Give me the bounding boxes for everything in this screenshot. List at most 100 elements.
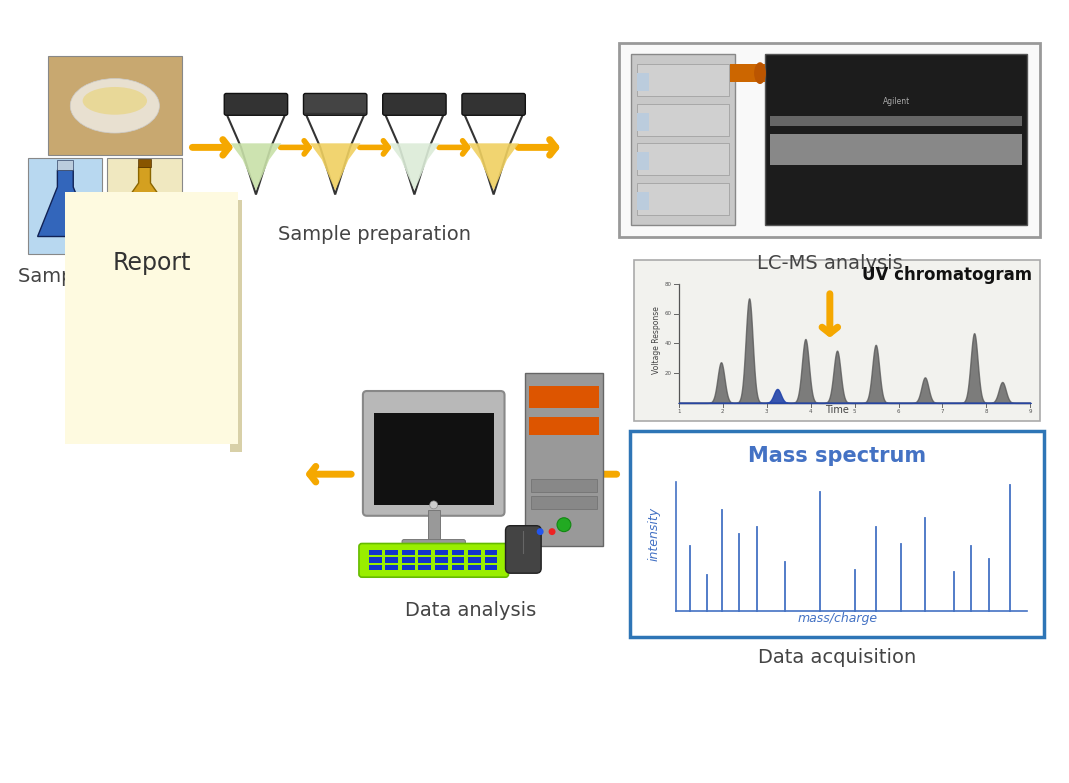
Polygon shape xyxy=(468,143,518,190)
Bar xyxy=(386,565,399,570)
Bar xyxy=(529,417,599,435)
Bar xyxy=(402,557,415,563)
Bar xyxy=(28,158,103,254)
Bar xyxy=(637,183,729,215)
Bar xyxy=(374,413,494,505)
Circle shape xyxy=(430,501,437,509)
Text: intensity: intensity xyxy=(648,507,661,561)
Bar xyxy=(765,54,1027,225)
Bar xyxy=(107,158,182,254)
Text: Data acquisition: Data acquisition xyxy=(758,648,916,667)
Bar xyxy=(730,64,765,82)
Bar xyxy=(386,557,399,563)
Ellipse shape xyxy=(82,87,148,114)
Text: 20: 20 xyxy=(665,370,672,376)
FancyBboxPatch shape xyxy=(304,93,367,115)
Text: 3: 3 xyxy=(765,409,769,414)
Bar xyxy=(634,260,1040,420)
Text: 5: 5 xyxy=(853,409,856,414)
Polygon shape xyxy=(464,114,524,194)
FancyBboxPatch shape xyxy=(224,93,288,115)
Text: 40: 40 xyxy=(665,341,672,346)
Bar xyxy=(484,565,497,570)
Polygon shape xyxy=(227,114,285,194)
Circle shape xyxy=(557,518,571,532)
Polygon shape xyxy=(306,114,365,194)
Bar xyxy=(637,143,729,175)
Bar xyxy=(637,192,649,210)
Bar xyxy=(428,510,439,544)
Bar xyxy=(402,550,415,555)
Polygon shape xyxy=(310,143,360,190)
FancyBboxPatch shape xyxy=(362,391,505,516)
Bar xyxy=(637,64,729,96)
Bar xyxy=(386,550,399,555)
Text: Voltage Response: Voltage Response xyxy=(651,307,661,374)
FancyBboxPatch shape xyxy=(631,431,1044,637)
FancyBboxPatch shape xyxy=(359,543,509,577)
Bar xyxy=(451,565,464,570)
Text: LC-MS analysis: LC-MS analysis xyxy=(757,254,902,273)
Bar xyxy=(468,565,481,570)
Circle shape xyxy=(537,529,544,535)
Bar xyxy=(531,479,597,492)
Text: UV chromatogram: UV chromatogram xyxy=(863,266,1033,284)
FancyBboxPatch shape xyxy=(462,93,525,115)
Text: 9: 9 xyxy=(1028,409,1033,414)
Text: Sample preparation: Sample preparation xyxy=(278,225,471,244)
Text: Mass spectrum: Mass spectrum xyxy=(748,446,927,467)
Text: 60: 60 xyxy=(665,312,672,316)
Bar xyxy=(58,161,74,170)
Ellipse shape xyxy=(754,62,766,84)
Bar xyxy=(484,550,497,555)
Text: 4: 4 xyxy=(809,409,812,414)
Bar xyxy=(418,557,431,563)
Polygon shape xyxy=(231,143,281,190)
Bar xyxy=(451,550,464,555)
Bar xyxy=(418,565,431,570)
Polygon shape xyxy=(37,170,93,236)
Ellipse shape xyxy=(71,78,159,133)
Bar xyxy=(369,550,382,555)
Text: 2: 2 xyxy=(721,409,725,414)
Bar xyxy=(770,116,1022,126)
Bar xyxy=(637,113,649,131)
Bar xyxy=(525,373,603,547)
Text: Sample collection: Sample collection xyxy=(18,267,191,287)
Polygon shape xyxy=(127,168,162,235)
Bar xyxy=(435,550,448,555)
Bar xyxy=(637,73,649,91)
Bar xyxy=(619,43,1040,236)
Text: Report: Report xyxy=(112,251,190,275)
Bar xyxy=(65,192,238,445)
Bar xyxy=(48,56,182,155)
Bar xyxy=(435,557,448,563)
Bar xyxy=(369,565,382,570)
Polygon shape xyxy=(389,143,439,190)
Text: 7: 7 xyxy=(941,409,944,414)
Bar xyxy=(230,200,242,453)
FancyBboxPatch shape xyxy=(402,539,465,554)
Text: 1: 1 xyxy=(677,409,681,414)
Bar xyxy=(484,557,497,563)
Bar xyxy=(632,54,735,225)
Bar xyxy=(418,550,431,555)
Text: 6: 6 xyxy=(897,409,900,414)
Text: Time: Time xyxy=(825,405,849,415)
Bar xyxy=(637,153,649,170)
Bar xyxy=(402,565,415,570)
FancyBboxPatch shape xyxy=(383,93,446,115)
FancyBboxPatch shape xyxy=(506,525,541,573)
Bar xyxy=(369,557,382,563)
Text: mass/charge: mass/charge xyxy=(797,612,878,625)
Bar xyxy=(468,557,481,563)
Circle shape xyxy=(548,529,556,535)
Text: Agilent: Agilent xyxy=(883,98,910,106)
Bar xyxy=(637,104,729,135)
Polygon shape xyxy=(385,114,444,194)
Bar xyxy=(531,496,597,509)
Bar xyxy=(529,386,599,408)
Bar xyxy=(770,135,1022,165)
Bar xyxy=(138,159,152,168)
Bar xyxy=(451,557,464,563)
